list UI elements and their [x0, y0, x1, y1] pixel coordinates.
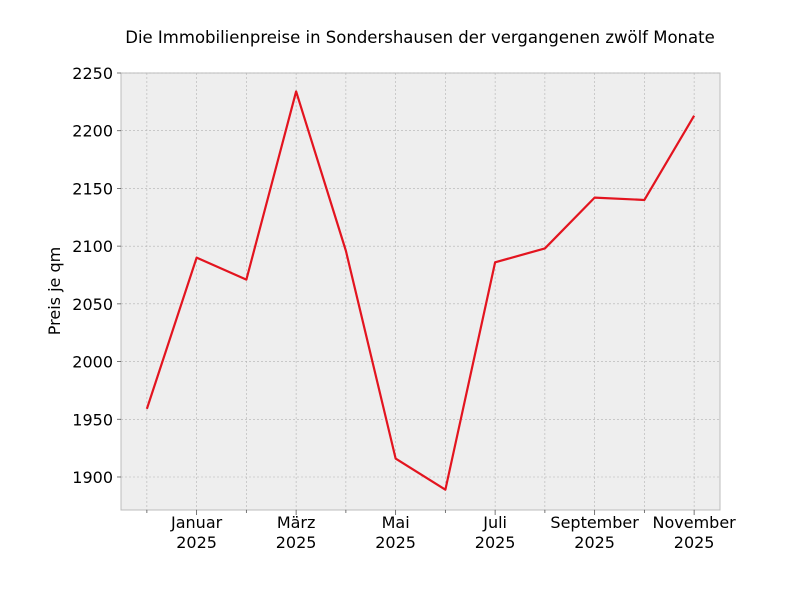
- y-tick-label: 1900: [72, 468, 113, 487]
- x-tick-label: Juli 2025: [474, 513, 516, 552]
- plot-area: [120, 72, 721, 511]
- x-tick-label: November 2025: [652, 513, 736, 552]
- y-tick-label: 2000: [72, 353, 113, 372]
- y-tick-label: 2050: [72, 295, 113, 314]
- x-tick-label: Januar 2025: [171, 513, 223, 552]
- line: [145, 90, 696, 491]
- y-tick-label: 2100: [72, 237, 113, 256]
- x-tick-label: Mai 2025: [375, 513, 416, 552]
- y-axis-label: Preis je qm: [45, 247, 64, 335]
- x-tick-label: September 2025: [550, 513, 639, 552]
- chart-title: Die Immobilienpreise in Sondershausen de…: [125, 28, 715, 47]
- y-tick-label: 2250: [72, 64, 113, 83]
- y-tick-label: 2150: [72, 179, 113, 198]
- y-tick-label: 1950: [72, 410, 113, 429]
- x-tick-label: März 2025: [275, 513, 317, 552]
- y-tick-label: 2200: [72, 122, 113, 141]
